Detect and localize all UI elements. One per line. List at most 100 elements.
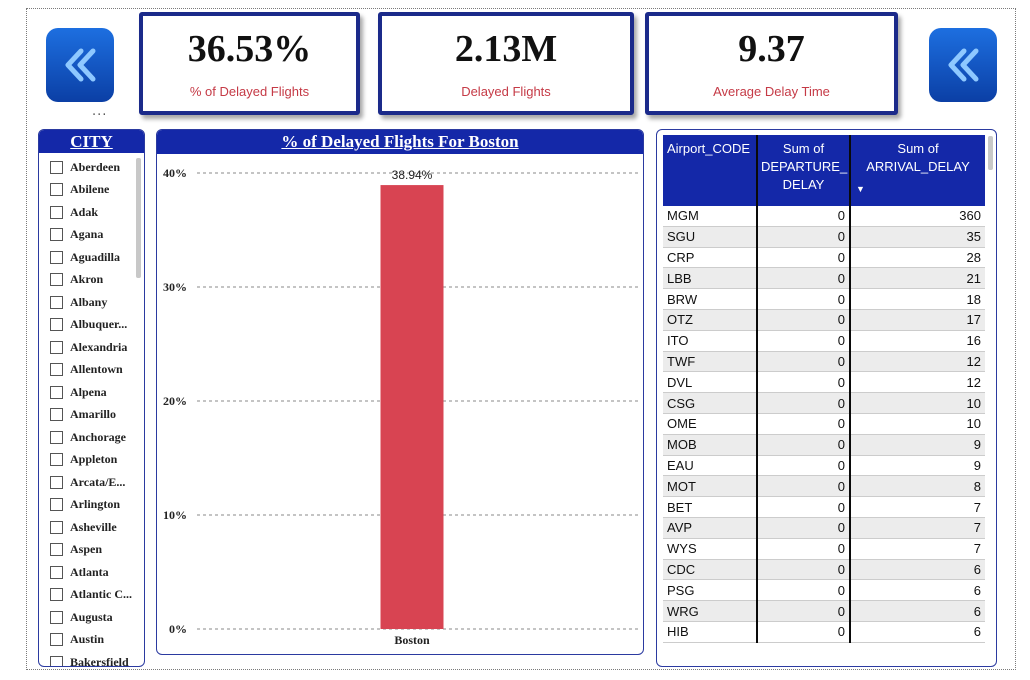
y-tick-label: 10% bbox=[163, 508, 187, 522]
checkbox[interactable] bbox=[50, 430, 63, 444]
checkbox[interactable] bbox=[50, 498, 63, 512]
table-row[interactable]: CDC 0 6 bbox=[663, 559, 985, 581]
slicer-item[interactable]: Albuquer... bbox=[39, 314, 144, 337]
slicer-item[interactable]: Abilene bbox=[39, 179, 144, 202]
table-row[interactable]: WYS 0 7 bbox=[663, 538, 985, 560]
departure-delay-cell: 0 bbox=[757, 600, 851, 622]
slicer-item[interactable]: Aguadilla bbox=[39, 246, 144, 269]
checkbox[interactable] bbox=[50, 565, 63, 579]
slicer-item[interactable]: Agana bbox=[39, 224, 144, 247]
slicer-item[interactable]: Asheville bbox=[39, 516, 144, 539]
arrival-delay-cell: 6 bbox=[850, 621, 985, 643]
checkbox[interactable] bbox=[50, 318, 63, 332]
slicer-item[interactable]: Arcata/E... bbox=[39, 471, 144, 494]
table-row[interactable]: BET 0 7 bbox=[663, 496, 985, 518]
slicer-item[interactable]: Anchorage bbox=[39, 426, 144, 449]
table-row[interactable]: MOT 0 8 bbox=[663, 475, 985, 498]
back-nav-button-right[interactable] bbox=[929, 28, 997, 102]
y-tick-label: 30% bbox=[163, 280, 187, 294]
departure-delay-cell: 0 bbox=[757, 309, 851, 331]
checkbox[interactable] bbox=[50, 475, 63, 489]
checkbox[interactable] bbox=[50, 655, 63, 666]
table-row[interactable]: MGM 0 360 bbox=[663, 206, 985, 227]
double-chevron-left-icon bbox=[948, 48, 979, 82]
slicer-item-label: Alpena bbox=[70, 384, 107, 399]
slicer-item[interactable]: Arlington bbox=[39, 494, 144, 517]
checkbox[interactable] bbox=[50, 250, 63, 264]
arrival-delay-cell: 9 bbox=[850, 455, 985, 477]
y-tick-label: 0% bbox=[169, 622, 187, 636]
airport-code-cell: MOB bbox=[663, 434, 758, 456]
airport-code-cell: DVL bbox=[663, 371, 758, 394]
checkbox[interactable] bbox=[50, 273, 63, 287]
back-nav-button[interactable] bbox=[46, 28, 114, 102]
checkbox[interactable] bbox=[50, 543, 63, 557]
slicer-item[interactable]: Adak bbox=[39, 201, 144, 224]
table-row[interactable]: MOB 0 9 bbox=[663, 434, 985, 456]
arrival-delay-cell: 35 bbox=[850, 226, 985, 248]
checkbox[interactable] bbox=[50, 453, 63, 467]
table-row[interactable]: AVP 0 7 bbox=[663, 517, 985, 539]
table-row[interactable]: WRG 0 6 bbox=[663, 600, 985, 622]
checkbox[interactable] bbox=[50, 205, 63, 219]
slicer-item[interactable]: Allentown bbox=[39, 359, 144, 382]
checkbox[interactable] bbox=[50, 633, 63, 647]
table-row[interactable]: OTZ 0 17 bbox=[663, 309, 985, 331]
slicer-item[interactable]: Amarillo bbox=[39, 404, 144, 427]
checkbox[interactable] bbox=[50, 340, 63, 354]
slicer-item-label: Aspen bbox=[70, 542, 103, 557]
slicer-item[interactable]: Aspen bbox=[39, 539, 144, 562]
slicer-item[interactable]: Austin bbox=[39, 629, 144, 652]
slicer-item[interactable]: Alexandria bbox=[39, 336, 144, 359]
scrollbar[interactable] bbox=[988, 136, 993, 170]
slicer-item[interactable]: Bakersfield bbox=[39, 651, 144, 666]
table-row[interactable]: OME 0 10 bbox=[663, 413, 985, 435]
checkbox[interactable] bbox=[50, 363, 63, 377]
column-header[interactable]: Sum of ARRIVAL_DELAY ▼ bbox=[850, 135, 985, 206]
arrival-delay-cell: 6 bbox=[850, 600, 985, 622]
checkbox[interactable] bbox=[50, 520, 63, 534]
slicer-item[interactable]: Akron bbox=[39, 269, 144, 292]
checkbox[interactable] bbox=[50, 295, 63, 309]
table-row[interactable]: BRW 0 18 bbox=[663, 288, 985, 310]
table-row[interactable]: DVL 0 12 bbox=[663, 371, 985, 394]
table-row[interactable]: LBB 0 21 bbox=[663, 267, 985, 290]
table-row[interactable]: SGU 0 35 bbox=[663, 226, 985, 248]
slicer-item-label: Allentown bbox=[70, 362, 123, 377]
table-row[interactable]: CSG 0 10 bbox=[663, 392, 985, 414]
departure-delay-cell: 0 bbox=[757, 371, 851, 394]
column-header[interactable]: Sum of DEPARTURE_ DELAY bbox=[757, 135, 851, 206]
sort-descending-icon[interactable]: ▼ bbox=[856, 184, 865, 194]
checkbox[interactable] bbox=[50, 588, 63, 602]
table-row[interactable]: EAU 0 9 bbox=[663, 455, 985, 477]
airport-code-cell: WRG bbox=[663, 600, 758, 622]
table-row[interactable]: TWF 0 12 bbox=[663, 351, 985, 373]
airport-code-cell: WYS bbox=[663, 538, 758, 560]
checkbox[interactable] bbox=[50, 385, 63, 399]
slicer-item[interactable]: Atlanta bbox=[39, 561, 144, 584]
table-row[interactable]: CRP 0 28 bbox=[663, 247, 985, 269]
slicer-item[interactable]: Appleton bbox=[39, 449, 144, 472]
arrival-delay-cell: 28 bbox=[850, 247, 985, 269]
checkbox[interactable] bbox=[50, 183, 63, 197]
slicer-item-label: Abilene bbox=[70, 182, 110, 197]
slicer-item[interactable]: Aberdeen bbox=[39, 156, 144, 179]
slicer-item[interactable]: Atlantic C... bbox=[39, 584, 144, 607]
column-header[interactable]: Airport_CODE bbox=[663, 135, 758, 206]
slicer-item-label: Appleton bbox=[70, 452, 118, 467]
slicer-item[interactable]: Augusta bbox=[39, 606, 144, 629]
slicer-item[interactable]: Albany bbox=[39, 291, 144, 314]
table-row[interactable]: PSG 0 6 bbox=[663, 579, 985, 602]
airport-delay-table: Airport_CODE Sum of DEPARTURE_ DELAY Sum… bbox=[656, 129, 997, 667]
more-options-icon[interactable]: ... bbox=[92, 104, 108, 119]
slicer-item[interactable]: Alpena bbox=[39, 381, 144, 404]
scrollbar[interactable] bbox=[136, 158, 141, 278]
departure-delay-cell: 0 bbox=[757, 351, 851, 373]
table-row[interactable]: HIB 0 6 bbox=[663, 621, 985, 643]
checkbox[interactable] bbox=[50, 408, 63, 422]
checkbox[interactable] bbox=[50, 160, 63, 174]
arrival-delay-cell: 18 bbox=[850, 288, 985, 310]
table-row[interactable]: ITO 0 16 bbox=[663, 330, 985, 352]
checkbox[interactable] bbox=[50, 610, 63, 624]
checkbox[interactable] bbox=[50, 228, 63, 242]
